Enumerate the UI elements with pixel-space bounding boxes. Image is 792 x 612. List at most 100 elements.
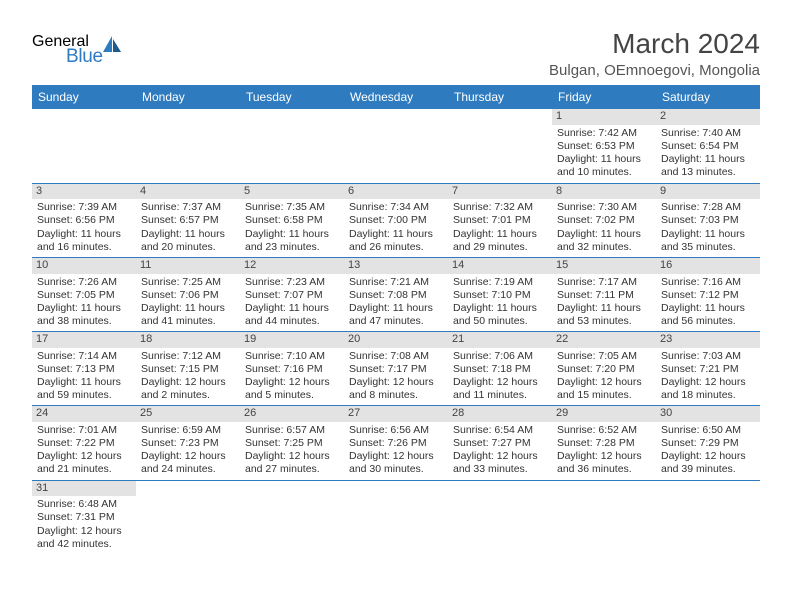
calendar-week: 10Sunrise: 7:26 AMSunset: 7:05 PMDayligh… — [32, 257, 760, 331]
day-number: 3 — [32, 184, 136, 200]
sunrise-line: Sunrise: 7:21 AM — [349, 276, 444, 289]
day-number: 29 — [552, 406, 656, 422]
sunset-line: Sunset: 7:01 PM — [453, 214, 548, 227]
calendar-cell: 11Sunrise: 7:25 AMSunset: 7:06 PMDayligh… — [136, 257, 240, 331]
calendar-cell: 26Sunrise: 6:57 AMSunset: 7:25 PMDayligh… — [240, 406, 344, 480]
title-block: March 2024 Bulgan, OEmnoegovi, Mongolia — [549, 28, 760, 79]
sunset-line: Sunset: 7:27 PM — [453, 437, 548, 450]
calendar-week: 17Sunrise: 7:14 AMSunset: 7:13 PMDayligh… — [32, 332, 760, 406]
daylight-line: Daylight: 11 hours — [557, 302, 652, 315]
sunrise-line: Sunrise: 6:54 AM — [453, 424, 548, 437]
sunset-line: Sunset: 6:56 PM — [37, 214, 132, 227]
daylight-line: and 20 minutes. — [141, 241, 236, 254]
sunset-line: Sunset: 7:18 PM — [453, 363, 548, 376]
day-number: 17 — [32, 332, 136, 348]
calendar-week: 24Sunrise: 7:01 AMSunset: 7:22 PMDayligh… — [32, 406, 760, 480]
sunrise-line: Sunrise: 7:39 AM — [37, 201, 132, 214]
daylight-line: Daylight: 12 hours — [37, 525, 132, 538]
daylight-line: Daylight: 12 hours — [349, 376, 444, 389]
calendar-page: General Blue March 2024 Bulgan, OEmnoego… — [0, 0, 792, 554]
day-number: 24 — [32, 406, 136, 422]
day-number: 9 — [656, 184, 760, 200]
daylight-line: Daylight: 11 hours — [661, 228, 756, 241]
calendar-cell: 22Sunrise: 7:05 AMSunset: 7:20 PMDayligh… — [552, 332, 656, 406]
logo-text: General Blue — [32, 34, 103, 66]
day-number: 7 — [448, 184, 552, 200]
calendar-cell — [656, 480, 760, 554]
day-header: Friday — [552, 85, 656, 109]
sunset-line: Sunset: 6:57 PM — [141, 214, 236, 227]
day-header-row: SundayMondayTuesdayWednesdayThursdayFrid… — [32, 85, 760, 109]
sunset-line: Sunset: 7:12 PM — [661, 289, 756, 302]
daylight-line: and 29 minutes. — [453, 241, 548, 254]
day-number: 19 — [240, 332, 344, 348]
daylight-line: Daylight: 12 hours — [557, 450, 652, 463]
sunrise-line: Sunrise: 7:05 AM — [557, 350, 652, 363]
day-number: 6 — [344, 184, 448, 200]
day-number: 1 — [552, 109, 656, 125]
calendar-cell: 18Sunrise: 7:12 AMSunset: 7:15 PMDayligh… — [136, 332, 240, 406]
calendar-cell — [552, 480, 656, 554]
sunset-line: Sunset: 7:06 PM — [141, 289, 236, 302]
sunset-line: Sunset: 7:26 PM — [349, 437, 444, 450]
day-header: Wednesday — [344, 85, 448, 109]
calendar-cell: 27Sunrise: 6:56 AMSunset: 7:26 PMDayligh… — [344, 406, 448, 480]
sunset-line: Sunset: 6:53 PM — [557, 140, 652, 153]
day-header: Sunday — [32, 85, 136, 109]
daylight-line: and 13 minutes. — [661, 166, 756, 179]
page-title: March 2024 — [549, 28, 760, 60]
day-number: 11 — [136, 258, 240, 274]
calendar-cell: 14Sunrise: 7:19 AMSunset: 7:10 PMDayligh… — [448, 257, 552, 331]
sunset-line: Sunset: 7:31 PM — [37, 511, 132, 524]
calendar-cell: 13Sunrise: 7:21 AMSunset: 7:08 PMDayligh… — [344, 257, 448, 331]
daylight-line: Daylight: 11 hours — [349, 302, 444, 315]
daylight-line: and 33 minutes. — [453, 463, 548, 476]
day-number: 25 — [136, 406, 240, 422]
sunset-line: Sunset: 7:29 PM — [661, 437, 756, 450]
logo-blue: Blue — [66, 47, 103, 66]
calendar-cell: 31Sunrise: 6:48 AMSunset: 7:31 PMDayligh… — [32, 480, 136, 554]
sunrise-line: Sunrise: 6:56 AM — [349, 424, 444, 437]
sunrise-line: Sunrise: 7:19 AM — [453, 276, 548, 289]
daylight-line: and 8 minutes. — [349, 389, 444, 402]
daylight-line: and 50 minutes. — [453, 315, 548, 328]
sunset-line: Sunset: 7:23 PM — [141, 437, 236, 450]
sunrise-line: Sunrise: 7:32 AM — [453, 201, 548, 214]
day-number: 16 — [656, 258, 760, 274]
calendar-cell: 17Sunrise: 7:14 AMSunset: 7:13 PMDayligh… — [32, 332, 136, 406]
calendar-cell: 30Sunrise: 6:50 AMSunset: 7:29 PMDayligh… — [656, 406, 760, 480]
calendar-cell: 23Sunrise: 7:03 AMSunset: 7:21 PMDayligh… — [656, 332, 760, 406]
calendar-cell — [448, 109, 552, 183]
calendar-cell: 6Sunrise: 7:34 AMSunset: 7:00 PMDaylight… — [344, 183, 448, 257]
calendar-cell: 29Sunrise: 6:52 AMSunset: 7:28 PMDayligh… — [552, 406, 656, 480]
day-number: 22 — [552, 332, 656, 348]
sunset-line: Sunset: 7:02 PM — [557, 214, 652, 227]
sunrise-line: Sunrise: 7:40 AM — [661, 127, 756, 140]
day-number: 23 — [656, 332, 760, 348]
daylight-line: and 30 minutes. — [349, 463, 444, 476]
daylight-line: and 39 minutes. — [661, 463, 756, 476]
sunrise-line: Sunrise: 7:16 AM — [661, 276, 756, 289]
daylight-line: and 41 minutes. — [141, 315, 236, 328]
sunrise-line: Sunrise: 7:17 AM — [557, 276, 652, 289]
daylight-line: Daylight: 11 hours — [245, 302, 340, 315]
sunset-line: Sunset: 7:00 PM — [349, 214, 444, 227]
daylight-line: Daylight: 11 hours — [37, 228, 132, 241]
calendar-cell — [344, 480, 448, 554]
calendar-week: 3Sunrise: 7:39 AMSunset: 6:56 PMDaylight… — [32, 183, 760, 257]
daylight-line: and 38 minutes. — [37, 315, 132, 328]
day-number: 12 — [240, 258, 344, 274]
daylight-line: and 26 minutes. — [349, 241, 444, 254]
sunset-line: Sunset: 7:05 PM — [37, 289, 132, 302]
day-number: 21 — [448, 332, 552, 348]
sunset-line: Sunset: 7:22 PM — [37, 437, 132, 450]
daylight-line: Daylight: 11 hours — [661, 302, 756, 315]
day-header: Monday — [136, 85, 240, 109]
calendar-cell: 10Sunrise: 7:26 AMSunset: 7:05 PMDayligh… — [32, 257, 136, 331]
day-number: 28 — [448, 406, 552, 422]
calendar-cell: 28Sunrise: 6:54 AMSunset: 7:27 PMDayligh… — [448, 406, 552, 480]
daylight-line: Daylight: 12 hours — [245, 376, 340, 389]
calendar-cell: 12Sunrise: 7:23 AMSunset: 7:07 PMDayligh… — [240, 257, 344, 331]
calendar-cell: 5Sunrise: 7:35 AMSunset: 6:58 PMDaylight… — [240, 183, 344, 257]
calendar-cell: 9Sunrise: 7:28 AMSunset: 7:03 PMDaylight… — [656, 183, 760, 257]
